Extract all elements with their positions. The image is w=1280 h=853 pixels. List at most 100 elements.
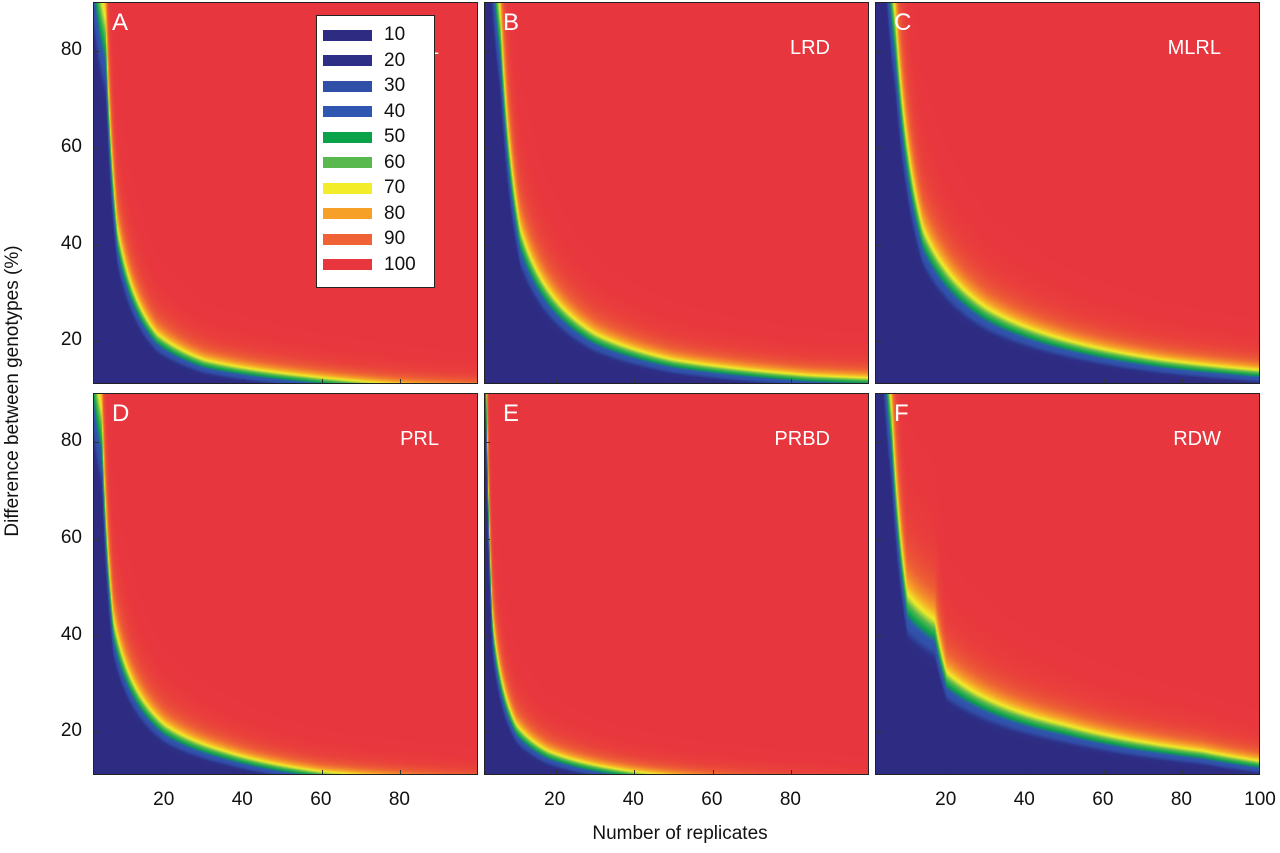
panel-trait-label: MLRL	[1167, 37, 1221, 59]
legend-swatch	[323, 182, 372, 194]
x-tick-mark	[712, 770, 714, 774]
y-tick-mark	[876, 732, 881, 734]
x-tick-mark	[791, 770, 793, 774]
x-tick-label: 100	[1244, 789, 1276, 810]
x-tick-mark	[791, 379, 793, 383]
heatmap-f	[876, 394, 1259, 774]
heatmap-c	[876, 3, 1259, 383]
x-tick-mark	[634, 379, 636, 383]
y-tick-label: 80	[60, 430, 82, 452]
y-tick-mark	[485, 442, 490, 444]
panel-trait-label: PRBD	[774, 428, 830, 450]
y-tick-mark	[876, 341, 881, 343]
panel-a: APRL102030405060708090100	[93, 2, 478, 384]
panel-letter: F	[894, 400, 909, 427]
x-tick-mark	[1103, 379, 1105, 383]
legend-label: 50	[384, 126, 406, 147]
heatmap-e	[485, 394, 868, 774]
x-tick-mark	[164, 379, 166, 383]
y-tick-mark	[94, 732, 99, 734]
y-tick-mark	[94, 341, 99, 343]
y-tick-mark	[94, 442, 99, 444]
panel-c: C MLRL	[875, 2, 1260, 384]
x-tick-label: 60	[310, 789, 332, 810]
x-tick-mark	[321, 379, 323, 383]
y-tick-mark	[485, 732, 490, 734]
x-tick-label: 20	[153, 789, 175, 810]
x-tick-label: 60	[1092, 789, 1114, 810]
panel-letter: D	[112, 400, 130, 427]
y-tick-mark	[94, 148, 99, 150]
legend-label: 80	[384, 202, 406, 224]
y-tick-mark	[94, 539, 99, 541]
x-tick-label: 20	[935, 789, 957, 810]
y-tick-label: 60	[60, 527, 82, 549]
legend-swatch	[323, 259, 372, 270]
heatmap-d	[94, 394, 477, 774]
x-tick-mark	[946, 770, 948, 774]
x-tick-mark	[164, 770, 166, 774]
y-tick-mark	[485, 51, 490, 53]
y-tick-mark	[94, 635, 99, 637]
legend-item: 60	[323, 150, 405, 176]
legend-item: 90	[323, 226, 405, 252]
legend-swatch	[323, 131, 372, 143]
legend-label: 100	[384, 253, 416, 275]
heatmap-b	[485, 3, 868, 383]
panel-letter: E	[503, 400, 520, 427]
legend-swatch	[323, 106, 372, 117]
y-tick-mark	[485, 244, 490, 246]
x-tick-mark	[1103, 770, 1105, 774]
x-tick-mark	[321, 770, 323, 774]
legend-label: 20	[384, 49, 406, 71]
y-tick-mark	[876, 635, 881, 637]
y-tick-label: 40	[60, 623, 82, 645]
panel-letter: A	[112, 9, 129, 36]
y-tick-mark	[876, 442, 881, 444]
legend-label: 60	[384, 151, 406, 173]
panel-d: D PRL	[93, 393, 478, 775]
y-tick-mark	[94, 51, 99, 53]
panel-b: B LRD	[484, 2, 869, 384]
x-axis-title: Number of replicates	[592, 823, 768, 844]
x-tick-mark	[1182, 379, 1184, 383]
y-tick-mark	[485, 148, 490, 150]
y-tick-mark	[876, 148, 881, 150]
x-tick-mark	[634, 770, 636, 774]
legend-item: 30	[323, 73, 405, 99]
legend-swatch	[323, 208, 372, 219]
legend-item: 40	[323, 99, 405, 125]
legend-item: 70	[323, 175, 405, 201]
y-tick-mark	[94, 244, 99, 246]
y-tick-mark	[485, 635, 490, 637]
panel-trait-label: PRL	[400, 428, 439, 450]
x-tick-label: 40	[622, 789, 644, 810]
y-tick-mark	[876, 244, 881, 246]
panel-e: E PRBD	[484, 393, 869, 775]
y-tick-label: 40	[60, 232, 82, 254]
x-tick-mark	[1182, 770, 1184, 774]
x-tick-mark	[712, 379, 714, 383]
legend-swatch	[323, 55, 372, 66]
x-tick-label: 60	[701, 789, 723, 810]
legend-swatch	[323, 233, 372, 245]
legend-swatch	[323, 29, 372, 41]
legend: 10 20 30 40 50 60 70 80 90 100	[316, 15, 435, 288]
legend-item: 20	[323, 48, 405, 74]
x-tick-mark	[555, 770, 557, 774]
legend-item: 80	[323, 201, 405, 227]
panel-letter: B	[503, 9, 520, 36]
x-tick-mark	[400, 379, 402, 383]
legend-label: 30	[384, 75, 406, 96]
y-tick-mark	[876, 51, 881, 53]
x-tick-label: 80	[779, 789, 801, 810]
panel-trait-label: RDW	[1173, 428, 1221, 450]
x-tick-label: 80	[388, 789, 410, 810]
panel-letter: C	[894, 9, 912, 36]
x-tick-label: 20	[544, 789, 566, 810]
legend-swatch	[323, 80, 372, 92]
x-tick-label: 40	[231, 789, 253, 810]
panel-trait-label: LRD	[789, 37, 830, 59]
y-tick-label: 20	[60, 720, 82, 742]
x-tick-mark	[1025, 770, 1027, 774]
